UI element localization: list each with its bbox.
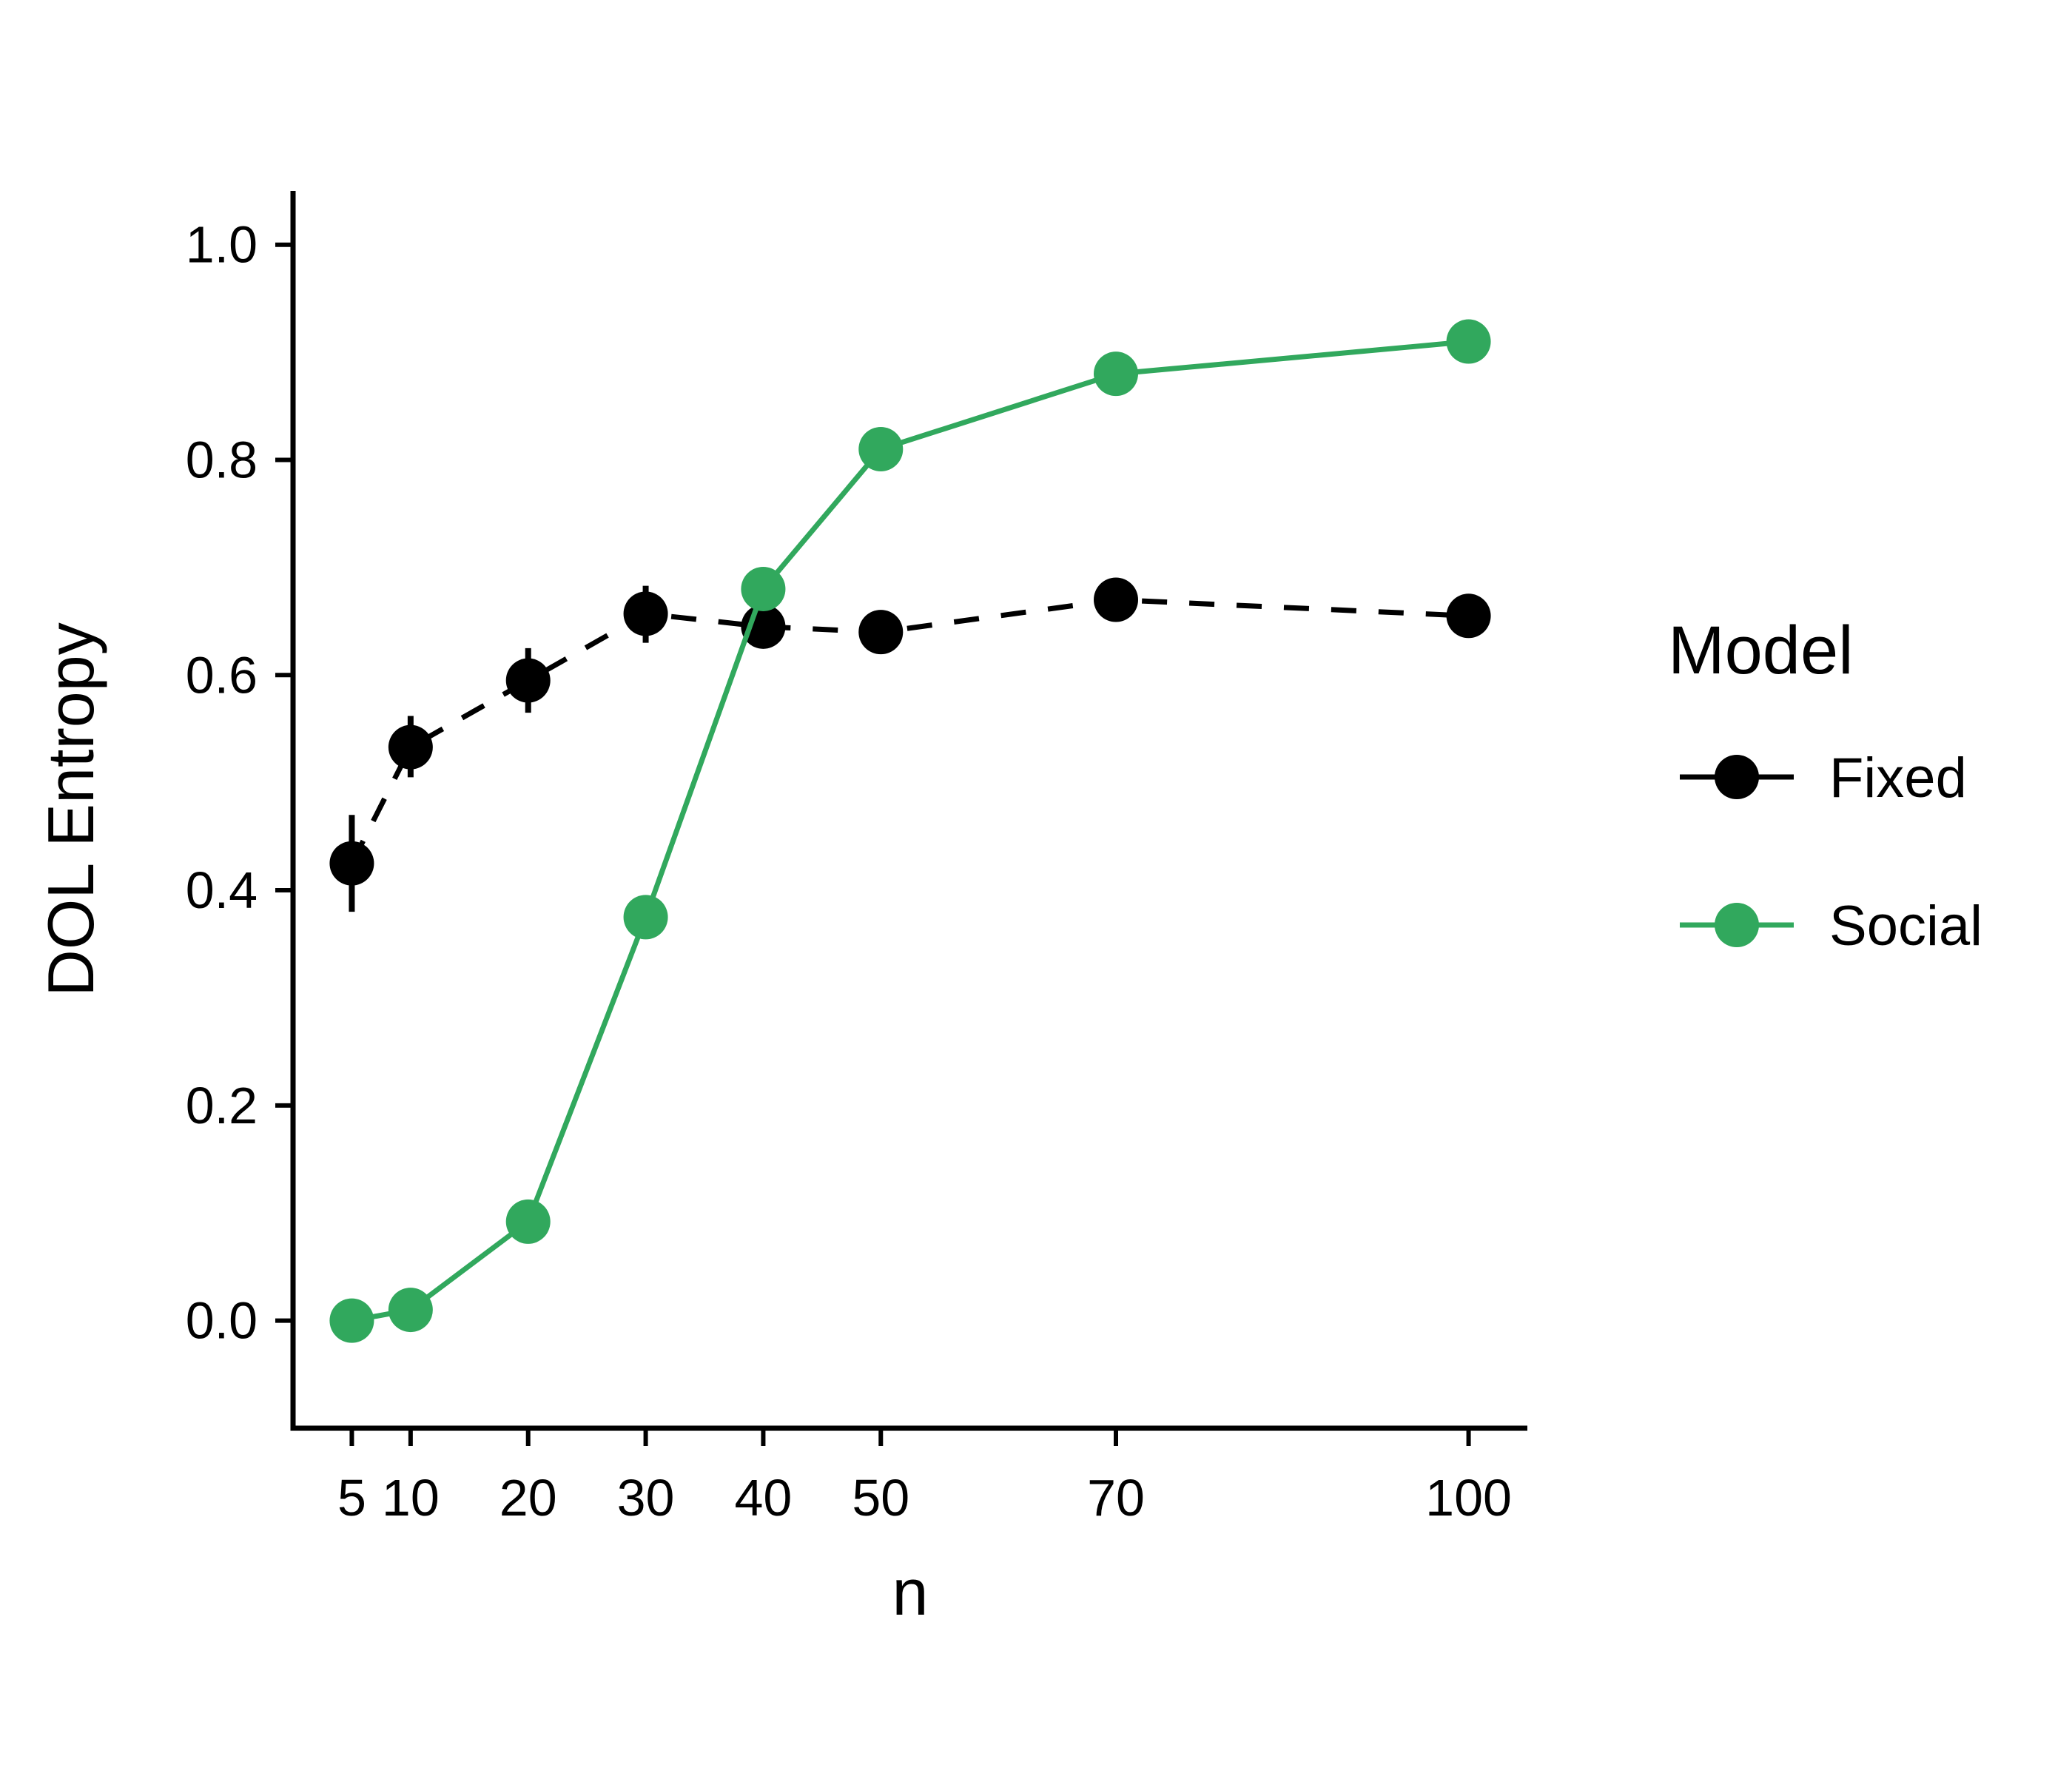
series-line [349,596,1469,865]
x-tick-label: 20 [500,1469,557,1527]
x-tick-label: 100 [1425,1469,1512,1527]
legend-item-social: Social [1680,895,1982,958]
x-tick-label: 5 [337,1469,366,1527]
y-axis-ticks: 0.0 0.2 0.4 0.6 0.8 1.0 [186,216,293,1350]
data-point [505,658,551,703]
legend: Model Fixed Social [1668,613,1982,958]
data-point [329,1298,374,1343]
legend-point-key [1715,755,1759,799]
x-axis-ticks: 5 10 20 30 40 50 70 100 [337,1428,1512,1527]
y-tick-label: 0.2 [186,1077,258,1134]
legend-label: Social [1829,895,1982,958]
x-tick-label: 70 [1087,1469,1145,1527]
data-point [623,591,668,636]
legend-label: Fixed [1829,747,1967,810]
x-tick-label: 10 [382,1469,440,1527]
legend-point-key [1715,903,1759,947]
series-fixed [329,577,1491,912]
x-tick-label: 40 [734,1469,792,1527]
series-line [351,339,1469,1324]
data-point [1446,593,1491,639]
data-point [388,724,433,770]
data-point [858,610,904,655]
legend-items: Fixed Social [1680,747,1982,958]
legend-title: Model [1668,613,1854,688]
data-point [1094,577,1138,622]
data-point [388,1288,433,1333]
data-point [505,1199,551,1244]
legend-item-fixed: Fixed [1680,747,1967,810]
data-point [741,566,786,611]
x-axis-title: n [892,1555,929,1629]
x-tick-label: 30 [617,1469,675,1527]
x-tick-label: 50 [852,1469,909,1527]
data-point [623,895,668,940]
y-tick-label: 0.6 [186,646,258,704]
data-point [329,841,374,886]
y-axis-title: DOL Entropy [34,622,107,996]
data-point [1094,352,1138,397]
data-point [1446,319,1491,364]
y-tick-label: 0.0 [186,1292,258,1350]
plot-area [329,319,1491,1343]
series-social [329,319,1491,1343]
y-tick-label: 1.0 [186,216,258,274]
y-tick-label: 0.4 [186,861,258,919]
data-point [858,426,904,471]
y-tick-label: 0.8 [186,431,258,488]
